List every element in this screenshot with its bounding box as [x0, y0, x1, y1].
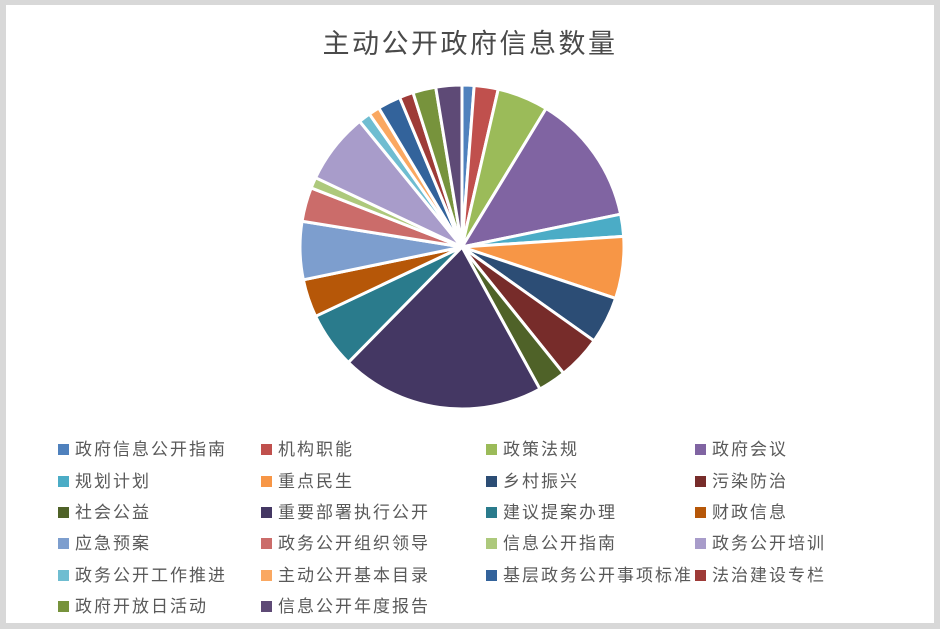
legend-label: 政府信息公开指南 [75, 440, 227, 460]
legend: 政府信息公开指南 机构职能 政策法规 政府会议规划计划 重点民生 乡村振兴 污染防治社会公益… [58, 434, 938, 622]
pie-slice-4[interactable] [460, 107, 623, 249]
legend-swatch-icon [695, 569, 706, 581]
legend-item-17[interactable]: 政务公开工作推进 [58, 560, 261, 591]
legend-label: 政务公开工作推进 [75, 565, 227, 585]
legend-item-3[interactable]: 政策法规 [486, 434, 695, 465]
legend-swatch-icon [58, 475, 69, 487]
chart-title: 主动公开政府信息数量 [322, 29, 618, 59]
legend-swatch-icon [58, 444, 69, 456]
legend-item-11[interactable]: 建议提案办理 [486, 497, 695, 528]
legend-item-1[interactable]: 政府信息公开指南 [58, 434, 261, 465]
legend-item-2[interactable]: 机构职能 [261, 434, 486, 465]
legend-label: 政务公开组织领导 [278, 534, 430, 554]
legend-label: 财政信息 [712, 502, 788, 522]
legend-label: 重点民生 [278, 471, 354, 491]
legend-item-12[interactable]: 财政信息 [695, 497, 938, 528]
legend-label: 社会公益 [75, 502, 151, 522]
legend-swatch-icon [58, 569, 69, 581]
pie-slice-10[interactable] [346, 245, 542, 411]
legend-swatch-icon [486, 538, 497, 550]
legend-item-15[interactable]: 信息公开指南 [486, 528, 695, 559]
legend-swatch-icon [486, 569, 497, 581]
legend-item-4[interactable]: 政府会议 [695, 434, 938, 465]
legend-swatch-icon [261, 601, 272, 613]
legend-item-13[interactable]: 应急预案 [58, 528, 261, 559]
legend-item-7[interactable]: 乡村振兴 [486, 465, 695, 496]
legend-swatch-icon [486, 506, 497, 518]
legend-swatch-icon [695, 444, 706, 456]
legend-item-20[interactable]: 法治建设专栏 [695, 560, 938, 591]
legend-label: 重要部署执行公开 [278, 502, 430, 522]
legend-label: 基层政务公开事项标准 [503, 565, 693, 585]
legend-label: 政策法规 [503, 440, 579, 460]
legend-item-8[interactable]: 污染防治 [695, 465, 938, 496]
legend-label: 信息公开指南 [503, 534, 617, 554]
legend-item-9[interactable]: 社会公益 [58, 497, 261, 528]
legend-item-5[interactable]: 规划计划 [58, 465, 261, 496]
legend-swatch-icon [695, 538, 706, 550]
legend-label: 主动公开基本目录 [278, 565, 430, 585]
legend-label: 乡村振兴 [503, 471, 579, 491]
legend-swatch-icon [486, 475, 497, 487]
legend-item-10[interactable]: 重要部署执行公开 [261, 497, 486, 528]
legend-item-16[interactable]: 政务公开培训 [695, 528, 938, 559]
legend-swatch-icon [58, 506, 69, 518]
legend-item-21[interactable]: 政府开放日活动 [58, 591, 261, 622]
pie-slice-22[interactable] [434, 83, 464, 249]
legend-swatch-icon [695, 506, 706, 518]
legend-swatch-icon [261, 506, 272, 518]
legend-label: 政府会议 [712, 440, 788, 460]
legend-swatch-icon [58, 538, 69, 550]
legend-item-6[interactable]: 重点民生 [261, 465, 486, 496]
legend-label: 政府开放日活动 [75, 597, 208, 617]
legend-swatch-icon [486, 444, 497, 456]
legend-label: 污染防治 [712, 471, 788, 491]
legend-label: 机构职能 [278, 440, 354, 460]
legend-swatch-icon [695, 475, 706, 487]
legend-item-18[interactable]: 主动公开基本目录 [261, 560, 486, 591]
legend-label: 规划计划 [75, 471, 151, 491]
legend-label: 法治建设专栏 [712, 565, 826, 585]
legend-swatch-icon [58, 601, 69, 613]
legend-item-19[interactable]: 基层政务公开事项标准 [486, 560, 695, 591]
legend-label: 应急预案 [75, 534, 151, 554]
legend-label: 建议提案办理 [503, 502, 617, 522]
legend-swatch-icon [261, 475, 272, 487]
legend-swatch-icon [261, 569, 272, 581]
legend-label: 政务公开培训 [712, 534, 826, 554]
legend-item-22[interactable]: 信息公开年度报告 [261, 591, 486, 622]
legend-label: 信息公开年度报告 [278, 597, 430, 617]
legend-swatch-icon [261, 538, 272, 550]
legend-item-14[interactable]: 政务公开组织领导 [261, 528, 486, 559]
legend-swatch-icon [261, 444, 272, 456]
